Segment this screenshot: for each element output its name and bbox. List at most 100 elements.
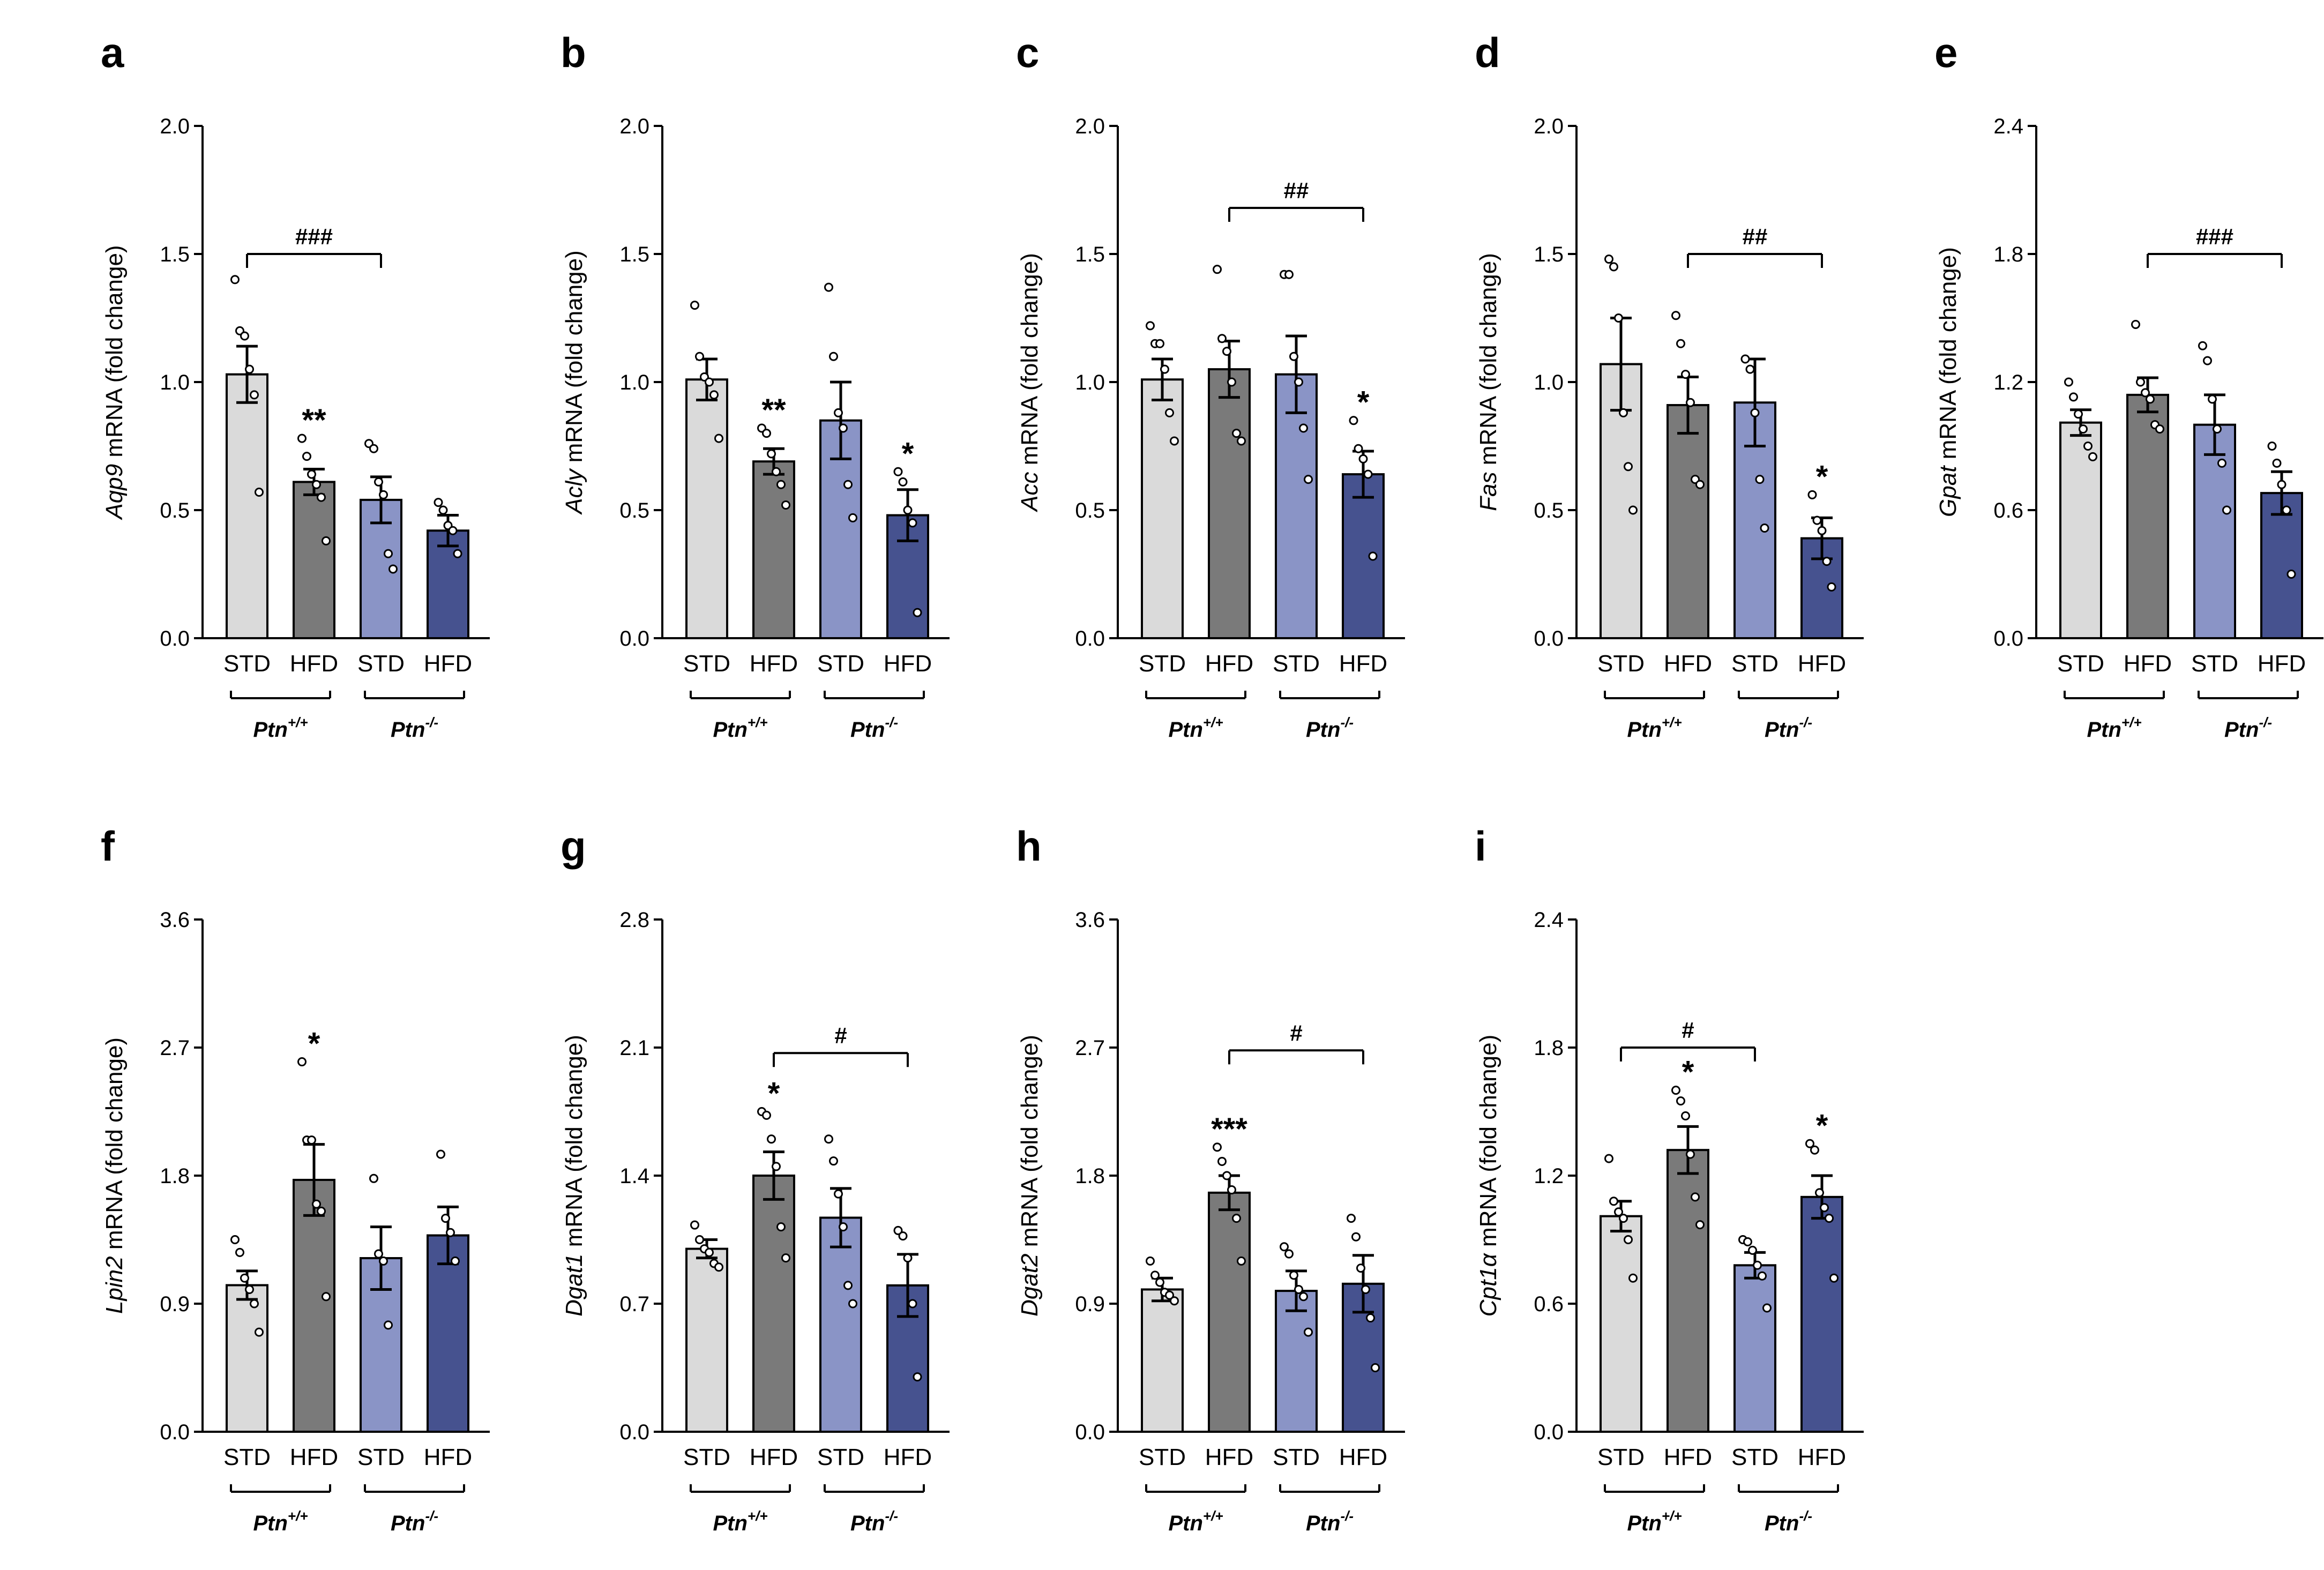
data-point: [1671, 1086, 1680, 1095]
category-label: STD: [357, 651, 405, 677]
data-point: [451, 1256, 460, 1266]
genotype-superscript: -/-: [1340, 714, 1354, 730]
y-tick-label: 1.5: [1534, 243, 1564, 266]
data-point: [1755, 475, 1765, 484]
genotype-label: Ptn+/+: [713, 714, 767, 742]
bar: [685, 378, 728, 639]
data-point: [250, 390, 259, 400]
data-point: [1619, 408, 1628, 417]
data-point: [1676, 339, 1685, 348]
category-label: HFD: [750, 651, 798, 677]
data-point: [1743, 1237, 1752, 1246]
data-point: [903, 505, 913, 515]
y-tick-label: 2.4: [1993, 115, 2023, 138]
data-point: [1681, 1111, 1690, 1120]
data-point: [695, 352, 704, 361]
data-point: [1366, 1313, 1375, 1323]
data-point: [1146, 321, 1155, 331]
data-point: [1815, 1188, 1824, 1198]
data-point: [776, 480, 786, 489]
bar: [1667, 1149, 1709, 1433]
genotype-name: Ptn: [253, 1512, 287, 1535]
data-point: [1758, 1271, 1767, 1281]
significance-marker: *: [1816, 459, 1828, 494]
y-tick-label: 0.0: [619, 1421, 649, 1444]
bar: [1600, 1215, 1642, 1433]
significance-marker: *: [902, 436, 914, 471]
y-tick-label: 1.5: [1075, 243, 1105, 266]
genotype-label: Ptn-/-: [391, 1508, 438, 1535]
data-point: [772, 467, 781, 476]
data-point: [1810, 1145, 1819, 1155]
data-point: [767, 1134, 776, 1144]
data-point: [230, 275, 240, 285]
y-tick-label: 3.6: [160, 908, 190, 932]
y-axis-label: Gpat mRNA (fold change): [1935, 247, 1961, 517]
y-axis-label-rest: mRNA (fold change): [101, 245, 128, 463]
category-label: HFD: [1339, 651, 1387, 677]
data-point: [1628, 505, 1638, 515]
category-label: STD: [683, 1444, 730, 1470]
data-point: [1361, 1284, 1370, 1294]
data-point: [829, 352, 838, 361]
data-point: [1807, 490, 1817, 499]
y-axis-label: Dgat2 mRNA (fold change): [1017, 1035, 1043, 1317]
data-point: [690, 301, 699, 310]
gene-name: Dgat2: [1017, 1253, 1043, 1316]
data-point: [824, 1134, 833, 1144]
data-point: [2286, 570, 2296, 579]
data-point: [1609, 262, 1618, 272]
data-point: [1817, 526, 1827, 535]
genotype-superscript: +/+: [2121, 714, 2142, 730]
data-point: [1624, 462, 1633, 472]
data-point: [230, 1235, 240, 1244]
data-point: [438, 505, 448, 515]
data-point: [1628, 1273, 1638, 1283]
data-point: [2141, 388, 2150, 398]
bar: [1800, 1195, 1843, 1433]
data-point: [2208, 394, 2217, 404]
data-point: [848, 1299, 857, 1309]
bar: [1208, 368, 1251, 639]
data-point: [2146, 394, 2155, 404]
panel-g: g 0.0 0.7 1.4 2.1 2.8 Dgat1 mRNA (fold change)…: [561, 823, 950, 1535]
y-tick-label: 2.7: [1075, 1036, 1105, 1060]
bar: [1733, 1264, 1776, 1433]
data-point: [1222, 1171, 1231, 1180]
comparison-label: #: [834, 1023, 847, 1048]
genotype-name: Ptn: [253, 718, 287, 742]
data-point: [2198, 341, 2207, 350]
y-tick-label: 0.5: [160, 499, 190, 522]
gene-name: Acc: [1017, 472, 1043, 513]
data-point: [1304, 475, 1313, 484]
data-point: [1825, 1214, 1834, 1223]
y-tick-label: 0.9: [160, 1292, 190, 1316]
data-point: [1354, 444, 1363, 453]
y-tick-label: 2.0: [1534, 115, 1564, 138]
y-tick-label: 1.8: [1075, 1164, 1105, 1188]
data-point: [843, 1281, 853, 1290]
significance-marker: *: [768, 1076, 780, 1111]
data-point: [908, 1299, 917, 1309]
data-point: [453, 549, 462, 558]
category-label: HFD: [1205, 651, 1253, 677]
data-point: [1805, 1139, 1814, 1148]
data-point: [388, 564, 398, 574]
y-axis-label: Fas mRNA (fold change): [1475, 253, 1501, 511]
data-point: [1213, 265, 1222, 274]
genotype-superscript: -/-: [1799, 1508, 1812, 1524]
bar: [1141, 1288, 1184, 1433]
bar: [427, 1234, 469, 1433]
y-tick-label: 1.8: [1534, 1036, 1564, 1060]
category-label: STD: [817, 1444, 864, 1470]
category-label: HFD: [1798, 651, 1846, 677]
panel-h: h 0.0 0.9 1.8 2.7 3.6 Dgat2 mRNA (fold change)…: [1016, 823, 1405, 1535]
genotype-superscript: +/+: [748, 714, 768, 730]
y-tick-label: 1.5: [619, 243, 649, 266]
genotype-superscript: -/-: [425, 714, 438, 730]
category-label: HFD: [1339, 1444, 1387, 1470]
panel-f: f 0.0 0.9 1.8 2.7 3.6 Lpin2 mRNA (fold change)…: [101, 823, 490, 1535]
category-label: STD: [2191, 651, 2238, 677]
data-point: [1695, 480, 1705, 489]
